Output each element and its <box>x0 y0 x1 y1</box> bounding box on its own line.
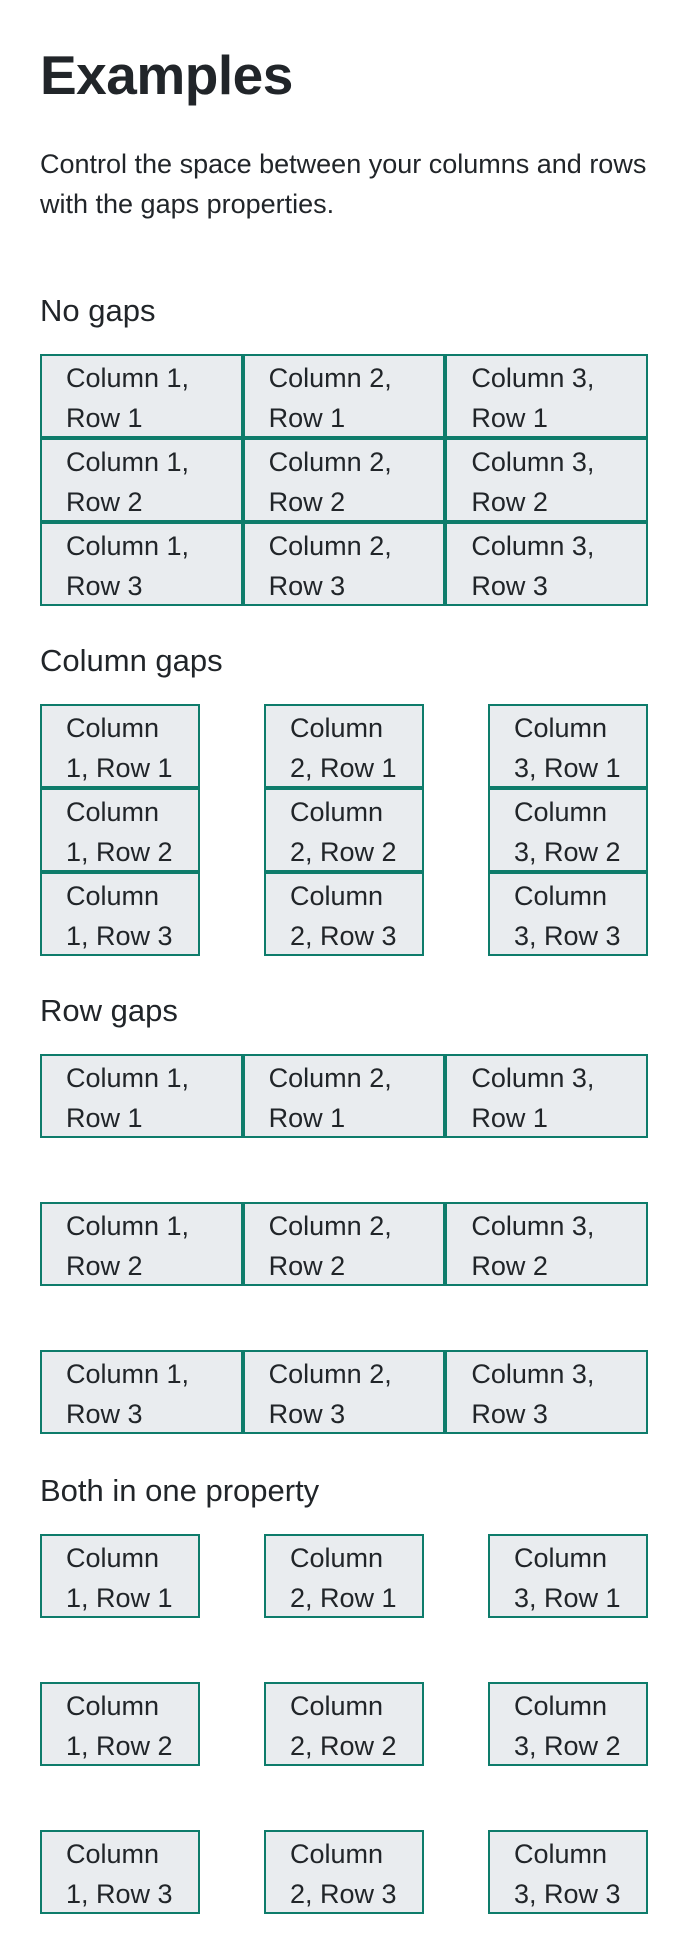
grid-cell: Column 3, Row 2 <box>488 788 648 872</box>
section-heading-both-gaps: Both in one property <box>40 1473 320 1508</box>
grid-cell: Column 3, Row 2 <box>488 1682 648 1766</box>
grid-cell: Column 1, Row 1 <box>40 354 243 438</box>
grid-cell: Column 2, Row 3 <box>264 1830 424 1914</box>
grid-cell: Column 1, Row 2 <box>40 788 200 872</box>
grid-cell: Column 3, Row 1 <box>488 1534 648 1618</box>
grid-cell: Column 2, Row 2 <box>242 438 446 522</box>
grid-cell: Column 1, Row 3 <box>40 1350 243 1434</box>
grid-cell: Column 2, Row 1 <box>264 1534 424 1618</box>
grid-column-gaps: Column 1, Row 1 Column 2, Row 1 Column 3… <box>40 704 648 956</box>
grid-cell: Column 3, Row 2 <box>445 438 648 522</box>
grid-cell: Column 3, Row 1 <box>488 704 648 788</box>
section-heading-row-gaps: Row gaps <box>40 993 178 1028</box>
grid-cell: Column 1, Row 1 <box>40 1054 243 1138</box>
grid-cell: Column 2, Row 1 <box>242 1054 446 1138</box>
grid-cell: Column 3, Row 1 <box>445 354 648 438</box>
grid-cell: Column 3, Row 1 <box>445 1054 648 1138</box>
grid-cell: Column 1, Row 3 <box>40 1830 200 1914</box>
grid-cell: Column 1, Row 3 <box>40 872 200 956</box>
section-heading-column-gaps: Column gaps <box>40 643 223 678</box>
section-heading-no-gaps: No gaps <box>40 293 156 328</box>
grid-cell: Column 1, Row 1 <box>40 704 200 788</box>
grid-cell: Column 3, Row 3 <box>445 522 648 606</box>
grid-cell: Column 2, Row 3 <box>242 522 446 606</box>
grid-cell: Column 3, Row 3 <box>445 1350 648 1434</box>
grid-cell: Column 1, Row 2 <box>40 438 243 522</box>
grid-cell: Column 2, Row 2 <box>264 788 424 872</box>
grid-cell: Column 2, Row 3 <box>242 1350 446 1434</box>
grid-cell: Column 2, Row 2 <box>264 1682 424 1766</box>
grid-cell: Column 3, Row 2 <box>445 1202 648 1286</box>
grid-cell: Column 3, Row 3 <box>488 1830 648 1914</box>
grid-cell: Column 2, Row 1 <box>264 704 424 788</box>
grid-cell: Column 3, Row 3 <box>488 872 648 956</box>
grid-cell: Column 2, Row 2 <box>242 1202 446 1286</box>
grid-both-gaps: Column 1, Row 1 Column 2, Row 1 Column 3… <box>40 1534 648 1914</box>
grid-row-gaps: Column 1, Row 1 Column 2, Row 1 Column 3… <box>40 1054 648 1434</box>
grid-cell: Column 2, Row 3 <box>264 872 424 956</box>
grid-cell: Column 1, Row 3 <box>40 522 243 606</box>
grid-no-gaps: Column 1, Row 1 Column 2, Row 1 Column 3… <box>40 354 648 606</box>
grid-cell: Column 2, Row 1 <box>242 354 446 438</box>
lead-paragraph: Control the space between your columns a… <box>40 149 647 219</box>
grid-cell: Column 1, Row 1 <box>40 1534 200 1618</box>
grid-cell: Column 1, Row 2 <box>40 1202 243 1286</box>
grid-cell: Column 1, Row 2 <box>40 1682 200 1766</box>
page-title: Examples <box>40 44 293 106</box>
